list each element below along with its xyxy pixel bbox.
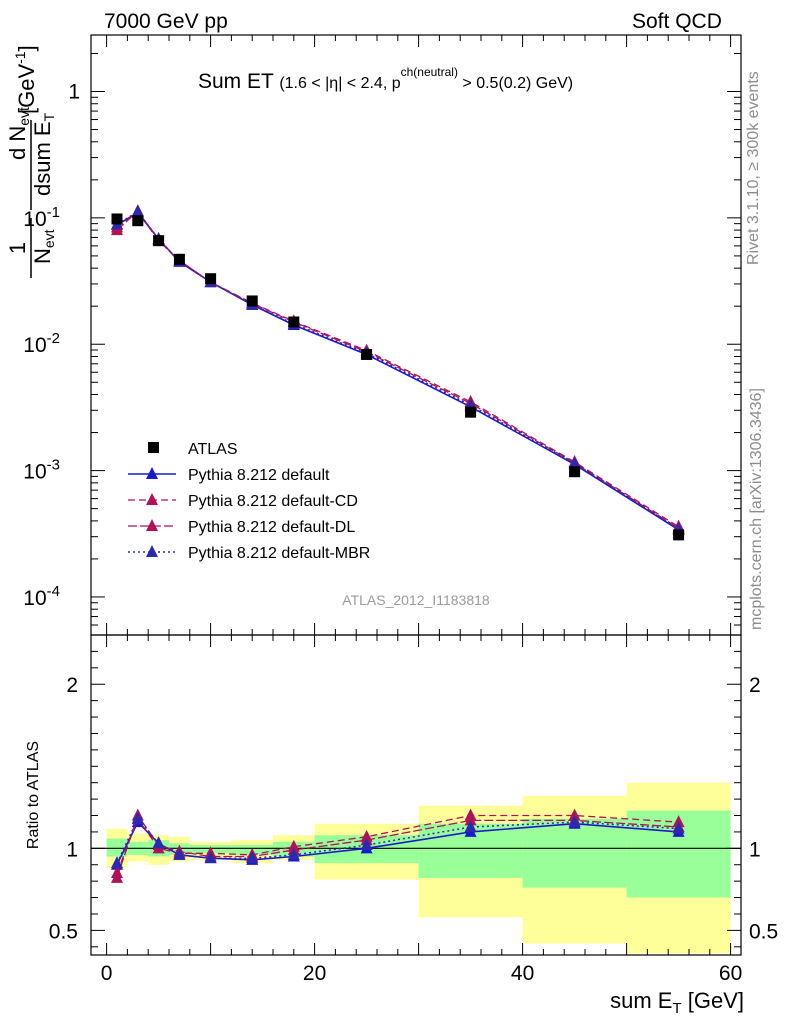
y-tick-exponent: -4	[47, 583, 60, 600]
ratio-series-marker	[111, 870, 123, 883]
atlas-data-point	[246, 295, 258, 307]
ratio-series-marker	[672, 821, 685, 834]
ratio-series-marker	[204, 851, 217, 864]
main-series-line	[116, 210, 679, 529]
x-label-t-sub: T	[672, 1000, 681, 1017]
y-label-dsum-text: dsum E	[30, 121, 55, 196]
x-tick-label: 60	[719, 962, 742, 985]
y-label-unit: [GeV-1]	[12, 45, 39, 114]
y-tick-base: 10	[23, 334, 46, 357]
ratio-series-marker	[131, 811, 144, 824]
legend-marker	[146, 519, 158, 531]
header-left: 7000 GeV pp	[104, 10, 228, 33]
atlas-data-point	[569, 466, 581, 478]
ratio-series-marker	[111, 856, 123, 869]
subtitle-part: > 0.5(0.2) GeV)	[458, 75, 573, 92]
ratio-y-tick-label-right: 0.5	[749, 920, 778, 943]
y-label-dn-text: d N	[5, 126, 30, 160]
y-tick-label: 10-3	[23, 457, 60, 484]
legend-marker	[146, 467, 158, 479]
main-series-marker	[131, 204, 144, 217]
x-axis-label: sum ET [GeV]	[610, 988, 744, 1017]
legend-marker	[146, 493, 158, 505]
y-tick-label: 10-1	[23, 204, 60, 231]
atlas-data-point	[205, 273, 217, 285]
y-label-dsum: dsum ET	[30, 112, 57, 196]
y-tick-exponent: -3	[47, 457, 60, 474]
atlas-data-point	[465, 406, 477, 418]
subtitle-eta: η	[329, 75, 338, 92]
atlas-data-point	[361, 348, 373, 360]
ratio-series-marker	[152, 836, 165, 849]
x-label-unit: [GeV]	[682, 988, 744, 1013]
chart-title-text: Sum ET	[198, 70, 279, 93]
atlas-data-point	[111, 213, 123, 225]
analysis-watermark: ATLAS_2012_I1183818	[342, 592, 490, 608]
y-tick-label: 10-2	[23, 330, 60, 357]
ratio-series-marker	[287, 847, 300, 860]
chart-title: Sum ET (1.6 < |η| < 2.4, pch(neutral) > …	[198, 65, 573, 93]
ratio-y-label-text: Ratio to ATLAS	[25, 741, 42, 849]
y-label-dn: d Nevt	[5, 107, 32, 160]
y-label-evt-sub2: evt	[16, 107, 32, 126]
atlas-data-point	[153, 235, 165, 247]
y-label-bracket: ]	[14, 45, 39, 51]
atlas-data-point	[173, 253, 185, 265]
legend-atlas-marker	[148, 442, 159, 453]
y-label-gev-exp: -1	[12, 51, 28, 64]
ratio-series-marker	[464, 820, 477, 832]
atlas-data-point	[673, 529, 685, 541]
legend-label: Pythia 8.212 default	[188, 467, 330, 484]
legend-marker	[146, 545, 158, 557]
ratio-y-axis-label: Ratio to ATLAS	[25, 741, 42, 849]
y-tick-base: 10	[23, 208, 46, 231]
y-label-evt-sub: evt	[41, 229, 57, 248]
header-right: Soft QCD	[632, 10, 722, 33]
y-label-one: 1	[5, 242, 30, 254]
ratio-y-tick-label: 1	[66, 838, 78, 861]
ratio-y-tick-label-right: 1	[749, 838, 761, 861]
ratio-series-marker	[360, 838, 373, 851]
y-label-n: N	[30, 248, 55, 264]
subtitle-part: (1.6 < |	[279, 75, 329, 92]
x-label-sum: sum E	[610, 988, 672, 1013]
y-tick-base: 10	[23, 461, 46, 484]
y-tick-base: 10	[23, 587, 46, 610]
ratio-series-marker	[173, 847, 186, 860]
atlas-data-point	[132, 215, 144, 227]
y-tick-exponent: -2	[47, 330, 60, 347]
ratio-series-marker	[464, 813, 477, 826]
ratio-series-line	[116, 817, 679, 864]
subtitle-superscript: ch(neutral)	[401, 65, 458, 79]
ratio-frame	[90, 634, 742, 956]
ratio-y-tick-label: 0.5	[49, 920, 78, 943]
legend-label: Pythia 8.212 default-CD	[188, 493, 358, 510]
ratio-y-tick-label-right: 2	[749, 674, 761, 697]
x-tick-label: 0	[101, 962, 113, 985]
atlas-data-point	[288, 316, 300, 328]
band-green-bin	[106, 838, 128, 857]
ratio-series-marker	[568, 815, 581, 828]
legend-label: Pythia 8.212 default-DL	[188, 519, 355, 536]
legend-label: Pythia 8.212 default-MBR	[188, 545, 370, 562]
x-tick-label: 20	[303, 962, 326, 985]
subtitle-part: | < 2.4, p	[338, 75, 401, 92]
y-label-t-sub: T	[41, 112, 57, 121]
y-tick-label: 10-4	[23, 583, 60, 610]
y-label-nevt: Nevt	[30, 229, 57, 264]
main-series-marker	[568, 456, 581, 469]
y-tick-label: 1	[68, 81, 80, 104]
y-tick-exponent: -1	[47, 204, 60, 221]
ratio-y-tick-label: 2	[66, 674, 78, 697]
ratio-series-marker	[246, 851, 259, 864]
x-tick-label: 40	[511, 962, 534, 985]
legend-label: ATLAS	[188, 441, 238, 458]
band-green-bin	[522, 818, 627, 888]
y-label-gev: [GeV	[14, 64, 39, 114]
